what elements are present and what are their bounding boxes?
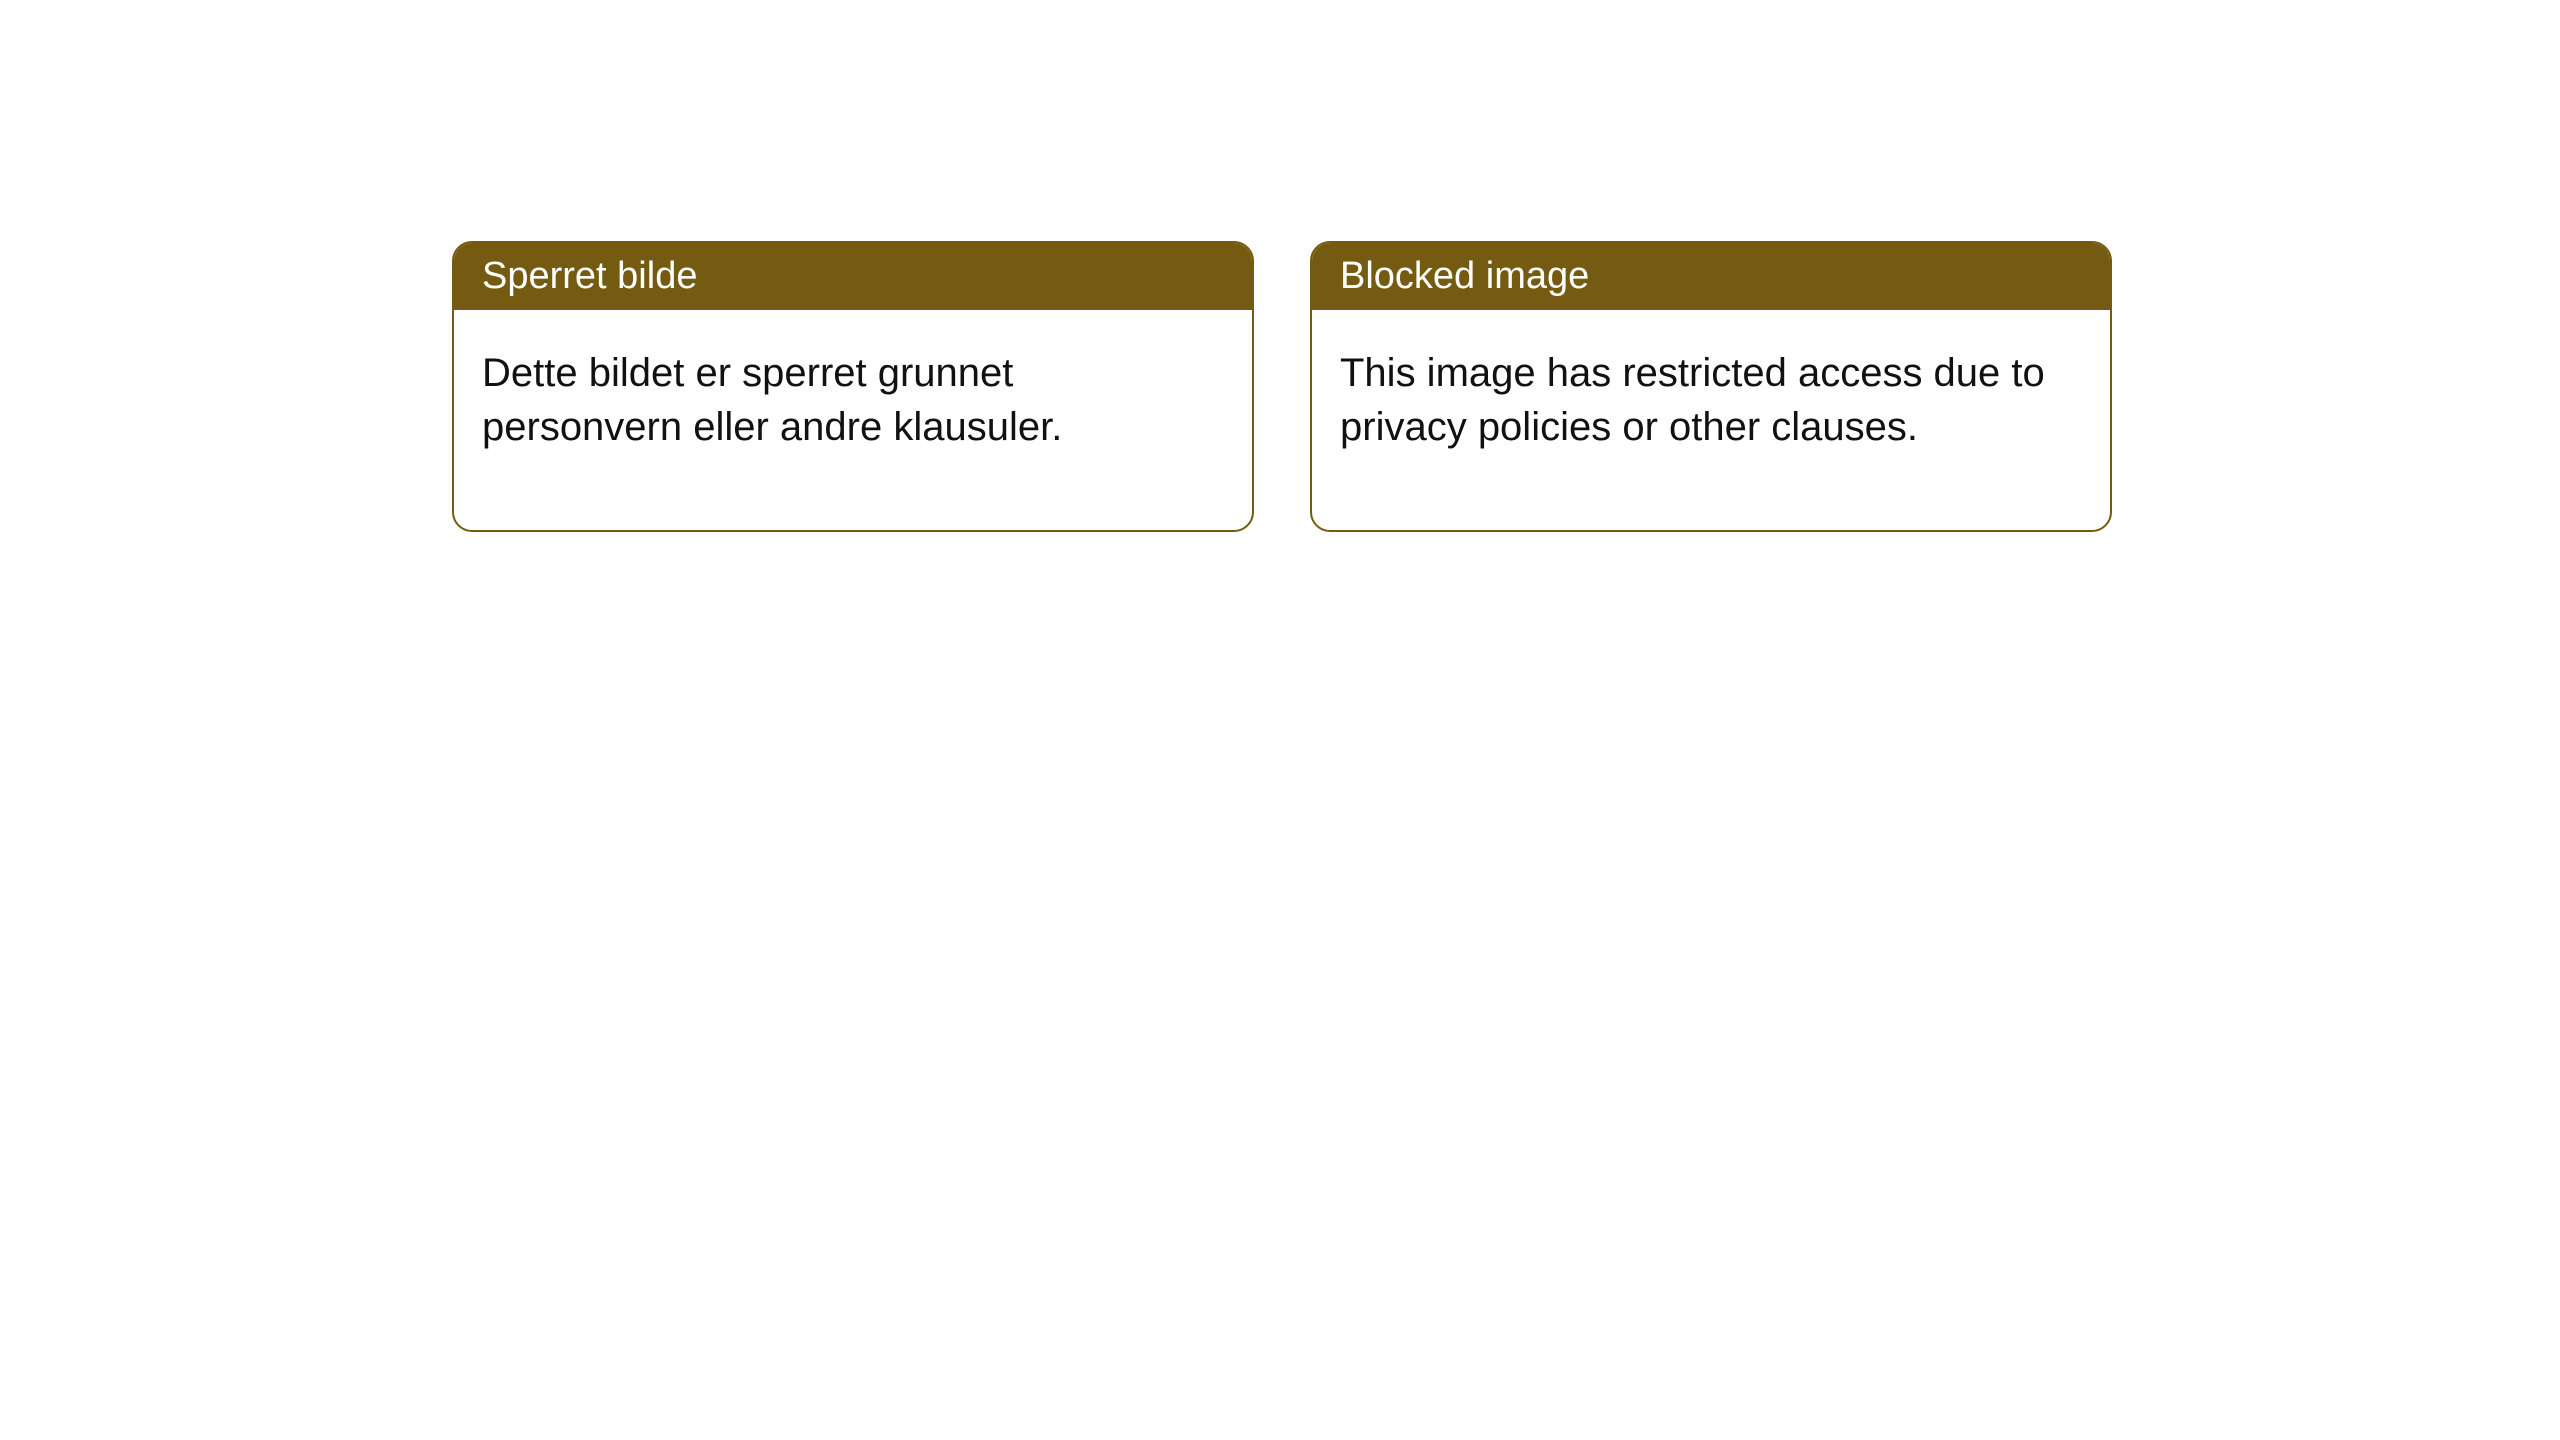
notice-card-norwegian: Sperret bilde Dette bildet er sperret gr… [452,241,1254,532]
card-header: Sperret bilde [454,243,1252,310]
card-header: Blocked image [1312,243,2110,310]
card-body: This image has restricted access due to … [1312,310,2110,530]
card-body: Dette bildet er sperret grunnet personve… [454,310,1252,530]
notice-container: Sperret bilde Dette bildet er sperret gr… [452,241,2112,532]
notice-card-english: Blocked image This image has restricted … [1310,241,2112,532]
